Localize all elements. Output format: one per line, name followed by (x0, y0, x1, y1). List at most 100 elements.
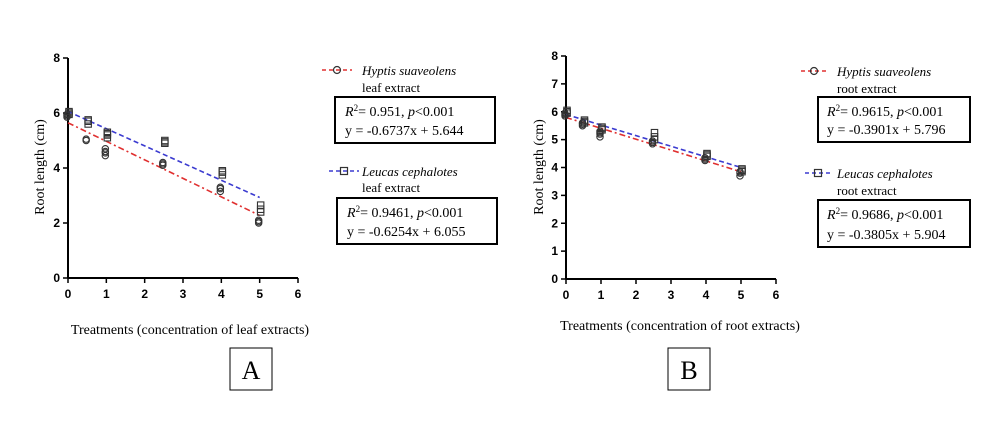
legend-circle-marker-icon (809, 66, 819, 76)
panel-b-x-tick-label: 0 (563, 288, 570, 302)
panel-a-stats-box-leucas: R2= 0.9461, p<0.001 y = -0.6254x + 6.055 (336, 197, 498, 245)
legend-square-marker-icon (339, 166, 349, 176)
stats-box-frame (817, 96, 971, 143)
panel-a-data-point-square (256, 201, 265, 209)
panel-a-label: A (229, 347, 273, 391)
panel-a-data-point-circle (82, 135, 90, 143)
panel-b-x-axis-title: Treatments (concentration of root extrac… (560, 319, 800, 334)
stats-box-frame (817, 199, 971, 248)
stats-equation-line: y = -0.3901x + 5.796 (827, 123, 945, 138)
panel-a-data-point-circle (216, 183, 225, 192)
panel-a-data-point-square (161, 138, 169, 146)
panel-a-data-point-square (65, 110, 73, 119)
panel-b-legend-leucas: Leucas cephalotes root extract (805, 166, 933, 198)
panel-b-y-tick-label: 3 (551, 188, 558, 202)
legend-series-name: Hyptis suaveolens (361, 63, 456, 78)
panel-b-x-tick-label: 3 (668, 288, 675, 302)
panel-label-text: A (242, 356, 261, 385)
panel-b-data-point-circle (596, 133, 604, 141)
panel-a-data-point-square (84, 117, 92, 126)
panel-b-data-point-square (580, 119, 589, 127)
panel-a-fit-line-leucas (67, 110, 260, 199)
panel-a-y-tick-label: 0 (53, 271, 60, 285)
panel-a-plot: 0 2 4 6 8 0 1 2 3 4 5 6 (53, 51, 301, 301)
legend-circle-marker-icon (332, 65, 342, 75)
panel-b: 0 1 2 3 4 5 6 7 8 0 1 2 3 4 5 6 Root length (cm) Treatm… (532, 49, 971, 391)
panel-b-y-tick-label: 5 (551, 133, 558, 147)
panel-a-legend-hyptis: Hyptis suaveolens leaf extract (322, 63, 456, 95)
panel-a-fit-line-hyptis (67, 122, 261, 217)
panel-b-x-tick-label: 1 (598, 288, 605, 302)
panel-b-legend-hyptis: Hyptis suaveolens root extract (801, 64, 931, 96)
panel-a-data-point-square (103, 134, 112, 142)
stats-box-frame (336, 197, 498, 245)
panel-a-data-point-square (218, 168, 227, 176)
panel-b-stats-box-hyptis: R2= 0.9615, p<0.001 y = -0.3901x + 5.796 (817, 96, 971, 143)
panel-b-data-point-square (703, 151, 711, 159)
panel-a-y-axis-title: Root length (cm) (33, 119, 48, 215)
panel-a-x-tick-label: 5 (256, 287, 263, 301)
panel-a-x-tick-label: 2 (141, 287, 148, 301)
stats-box-frame (334, 96, 496, 144)
stats-equation-line: y = -0.3805x + 5.904 (827, 228, 945, 243)
legend-series-name: Leucas cephalotes (836, 166, 933, 181)
panel-b-y-tick-label: 4 (551, 161, 558, 175)
panel-b-plot: 0 1 2 3 4 5 6 7 8 0 1 2 3 4 5 6 (551, 49, 779, 302)
panel-b-y-tick-label: 0 (551, 272, 558, 286)
legend-series-sub: leaf extract (362, 80, 420, 95)
panel-b-y-tick-label: 7 (551, 77, 558, 91)
panel-b-y-axis-title: Root length (cm) (532, 119, 547, 215)
panel-a-data-point-circle (159, 160, 167, 168)
stats-equation-line: y = -0.6254x + 6.055 (347, 225, 465, 240)
panel-a-x-axis-title: Treatments (concentration of leaf extrac… (71, 323, 310, 338)
panel-b-x-tick-label: 2 (633, 288, 640, 302)
panel-b-data-point-square (650, 135, 659, 144)
legend-square-marker-icon (813, 168, 823, 178)
panel-b-x-tick-label: 6 (773, 288, 780, 302)
panel-b-y-tick-label: 6 (551, 105, 558, 119)
panel-label-frame (667, 347, 711, 391)
panel-a-data-point-square (103, 129, 112, 138)
stats-r2-line: R2= 0.9686, p<0.001 (826, 206, 943, 223)
legend-series-sub: leaf extract (362, 180, 420, 195)
panel-b-data-point-circle (736, 172, 744, 180)
panel-a-stats-box-hyptis: R2= 0.951, p<0.001 y = -0.6737x + 5.644 (334, 96, 496, 144)
panel-a-legend-leucas: Leucas cephalotes leaf extract (329, 164, 458, 195)
panel-b-data-point-square (598, 124, 606, 133)
panel-label-text: B (680, 356, 697, 385)
legend-series-sub: root extract (837, 183, 897, 198)
legend-series-sub: root extract (837, 81, 897, 96)
panel-b-data-point-circle (648, 140, 657, 148)
panel-a-x-tick-label: 6 (295, 287, 302, 301)
panel-b-y-tick-label: 8 (551, 49, 558, 63)
panel-b-x-tick-label: 4 (703, 288, 710, 302)
stats-equation-line: y = -0.6737x + 5.644 (345, 124, 463, 139)
panel-a-data-point-square (256, 208, 265, 216)
panel-b-y-tick-label: 1 (551, 244, 558, 258)
panel-label-frame (229, 347, 273, 391)
panel-b-data-point-circle (648, 137, 657, 145)
panel-a-y-tick-label: 4 (53, 161, 60, 175)
panel-b-x-tick-label: 5 (738, 288, 745, 302)
panel-b-data-point-square (563, 109, 571, 117)
stats-r2-line: R2= 0.951, p<0.001 (344, 103, 454, 120)
panel-b-y-tick-label: 2 (551, 216, 558, 230)
stats-r2-line: R2= 0.9461, p<0.001 (346, 204, 463, 221)
legend-series-name: Hyptis suaveolens (836, 64, 931, 79)
panel-b-stats-box-leucas: R2= 0.9686, p<0.001 y = -0.3805x + 5.904 (817, 199, 971, 248)
panel-a-y-tick-label: 8 (53, 51, 60, 65)
panel-a-data-point-circle (216, 187, 225, 196)
legend-series-name: Leucas cephalotes (361, 164, 458, 179)
panel-b-label: B (667, 347, 711, 391)
panel-b-fit-line-hyptis (565, 116, 742, 173)
panel-a-y-tick-label: 2 (53, 216, 60, 230)
panel-a-x-tick-label: 3 (180, 287, 187, 301)
panel-a-data-point-circle (254, 217, 263, 226)
panel-b-data-point-square (738, 167, 746, 176)
panel-a-x-tick-label: 4 (218, 287, 225, 301)
panel-a-data-point-circle (101, 151, 110, 160)
panel-b-data-point-square (650, 128, 659, 137)
panel-a: 0 2 4 6 8 0 1 2 3 4 5 6 Root length (cm) Treatments… (33, 51, 498, 391)
